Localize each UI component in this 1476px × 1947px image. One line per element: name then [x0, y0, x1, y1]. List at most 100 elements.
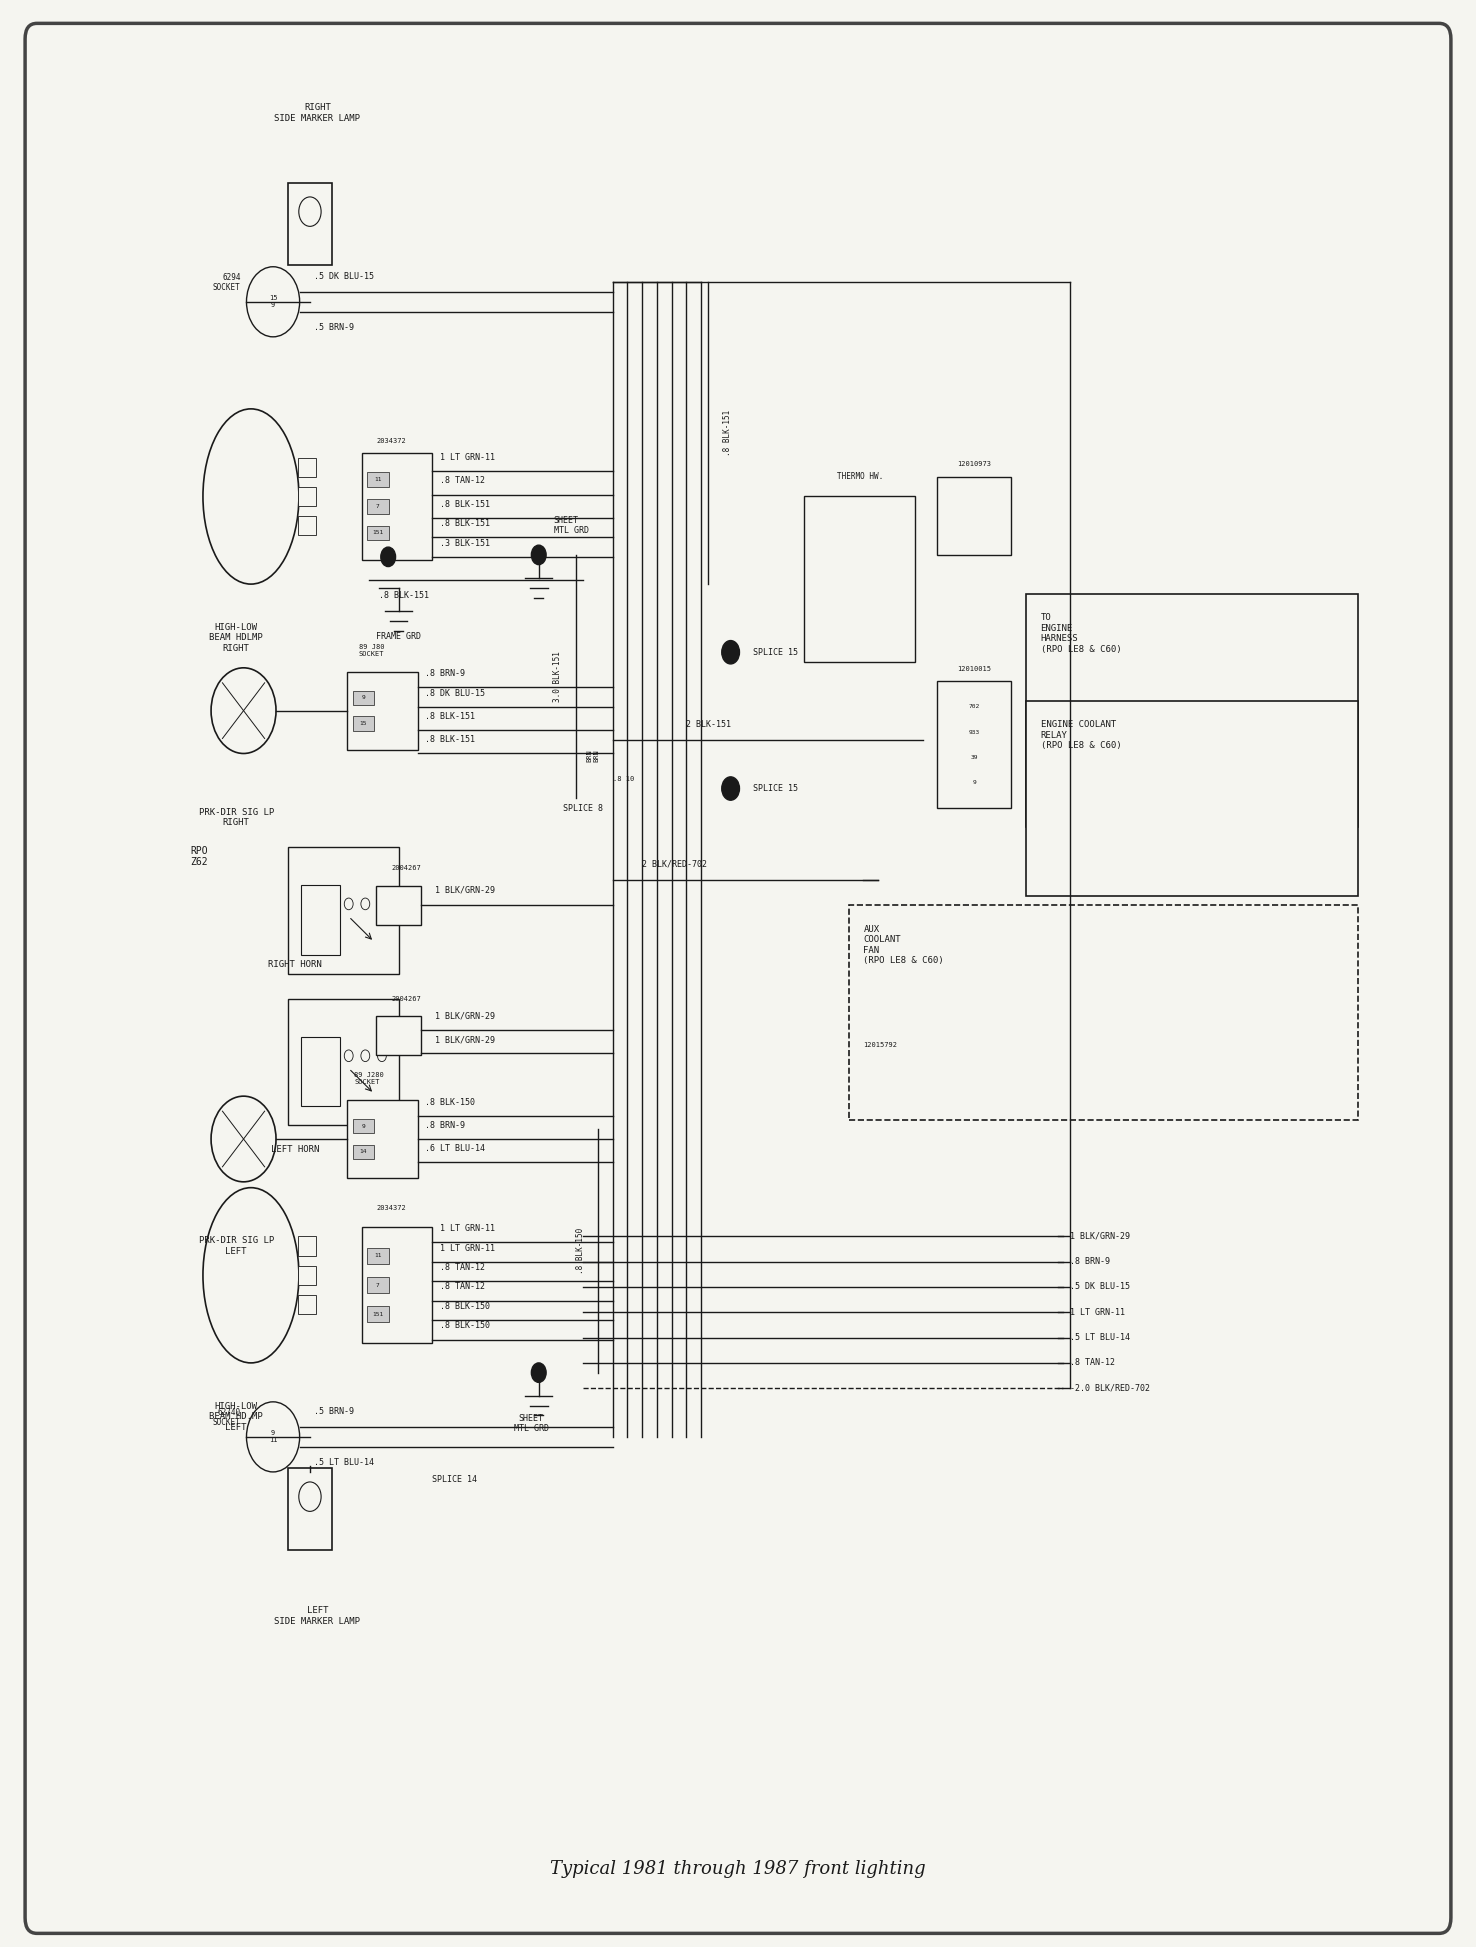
- Bar: [1026, 701, 1358, 896]
- Bar: [353, 1145, 373, 1158]
- Bar: [362, 1227, 432, 1343]
- Circle shape: [378, 1049, 387, 1061]
- Circle shape: [360, 1049, 369, 1061]
- Text: .8 BLK-150: .8 BLK-150: [576, 1229, 584, 1273]
- Text: RIGHT HORN: RIGHT HORN: [269, 960, 322, 970]
- Text: 1 BLK/GRN-29: 1 BLK/GRN-29: [435, 886, 496, 894]
- Circle shape: [211, 668, 276, 753]
- Bar: [368, 471, 388, 487]
- Text: 1 LT GRN-11: 1 LT GRN-11: [440, 454, 494, 461]
- Circle shape: [246, 267, 300, 337]
- Text: 9: 9: [362, 695, 365, 701]
- Text: .8 10: .8 10: [613, 775, 633, 783]
- Bar: [288, 999, 399, 1125]
- Text: .5 DK BLU-15: .5 DK BLU-15: [314, 273, 375, 280]
- Bar: [368, 1277, 388, 1293]
- Text: 1 LT GRN-11: 1 LT GRN-11: [440, 1225, 494, 1232]
- Circle shape: [378, 898, 387, 909]
- Text: 6294
SOCKET: 6294 SOCKET: [213, 273, 241, 292]
- Text: 7: 7: [376, 1283, 379, 1287]
- Bar: [362, 452, 432, 561]
- Text: .5 BRN-9: .5 BRN-9: [314, 1408, 354, 1415]
- Text: .8 TAN-12: .8 TAN-12: [440, 1283, 484, 1291]
- Text: 702: 702: [968, 705, 980, 709]
- Bar: [301, 1038, 339, 1106]
- Text: HIGH-LOW
BEAM HDLMP
RIGHT: HIGH-LOW BEAM HDLMP RIGHT: [210, 623, 263, 652]
- Text: HIGH-LOW
BEAM HD.MP
LEFT: HIGH-LOW BEAM HD.MP LEFT: [210, 1402, 263, 1431]
- Text: SPLICE 14: SPLICE 14: [432, 1476, 477, 1484]
- Text: 11: 11: [373, 477, 382, 483]
- Text: THERMO HW.: THERMO HW.: [837, 471, 883, 481]
- Text: 12015792: 12015792: [863, 1042, 897, 1047]
- Text: .8 BLK-151: .8 BLK-151: [723, 411, 732, 456]
- Text: 9: 9: [362, 1123, 365, 1129]
- Text: 1 LT GRN-11: 1 LT GRN-11: [1070, 1308, 1125, 1316]
- Text: 2 BLK-151: 2 BLK-151: [686, 720, 731, 728]
- Text: 2034372: 2034372: [376, 438, 406, 444]
- Text: LEFT
SIDE MARKER LAMP: LEFT SIDE MARKER LAMP: [275, 1606, 360, 1626]
- Text: 15: 15: [359, 720, 368, 726]
- Text: 12010973: 12010973: [956, 461, 992, 467]
- Bar: [298, 1295, 316, 1314]
- Text: PRK-DIR SIG LP
LEFT: PRK-DIR SIG LP LEFT: [199, 1236, 273, 1256]
- Bar: [347, 1100, 418, 1178]
- Text: SHEET
MTL GRD: SHEET MTL GRD: [514, 1414, 549, 1433]
- Bar: [353, 716, 373, 730]
- Text: 2004267: 2004267: [391, 864, 421, 872]
- Circle shape: [344, 898, 353, 909]
- Text: 15
9: 15 9: [269, 296, 277, 308]
- Text: SPLICE 15: SPLICE 15: [753, 785, 797, 792]
- Circle shape: [246, 1402, 300, 1472]
- Text: LEFT HORN: LEFT HORN: [272, 1145, 319, 1155]
- Text: .8 BLK-151: .8 BLK-151: [440, 500, 490, 508]
- Bar: [376, 1016, 421, 1055]
- Text: .5 LT BLU-14: .5 LT BLU-14: [1070, 1334, 1131, 1341]
- Text: .8 BLK-150: .8 BLK-150: [440, 1303, 490, 1310]
- Circle shape: [722, 777, 739, 800]
- Ellipse shape: [204, 409, 298, 584]
- Bar: [288, 183, 332, 265]
- Text: .8 BLK-150: .8 BLK-150: [425, 1098, 475, 1106]
- Circle shape: [360, 898, 369, 909]
- Text: SPLICE 8: SPLICE 8: [562, 804, 604, 812]
- Text: 151: 151: [372, 530, 384, 535]
- Circle shape: [531, 545, 546, 565]
- Text: 9: 9: [973, 781, 976, 785]
- Bar: [353, 1120, 373, 1133]
- Bar: [368, 526, 388, 541]
- Text: 1 LT GRN-11: 1 LT GRN-11: [440, 1244, 494, 1252]
- Circle shape: [211, 1096, 276, 1182]
- Bar: [1026, 594, 1358, 827]
- Text: .8 TAN-12: .8 TAN-12: [440, 1264, 484, 1271]
- Text: TO
ENGINE
HARNESS
(RPO LE8 & C60): TO ENGINE HARNESS (RPO LE8 & C60): [1041, 613, 1122, 654]
- Text: 12010015: 12010015: [956, 666, 992, 672]
- Text: .5 LT BLU-14: .5 LT BLU-14: [314, 1458, 375, 1466]
- Text: 89 J80
SOCKET: 89 J80 SOCKET: [359, 644, 384, 658]
- Circle shape: [531, 1363, 546, 1382]
- Text: ENGINE COOLANT
RELAY
(RPO LE8 & C60): ENGINE COOLANT RELAY (RPO LE8 & C60): [1041, 720, 1122, 750]
- Ellipse shape: [204, 1188, 298, 1363]
- Text: .8 TAN-12: .8 TAN-12: [1070, 1359, 1114, 1367]
- Text: FRAME GRD: FRAME GRD: [376, 633, 421, 641]
- Text: .8 DK BLU-15: .8 DK BLU-15: [425, 689, 486, 697]
- Text: 933: 933: [968, 730, 980, 734]
- Text: 62740
SOCKET: 62740 SOCKET: [213, 1408, 241, 1427]
- Text: SHEET
MTL GRD: SHEET MTL GRD: [554, 516, 589, 535]
- Text: .8 BLK-150: .8 BLK-150: [440, 1322, 490, 1330]
- Circle shape: [298, 1482, 322, 1511]
- Bar: [804, 496, 915, 662]
- Text: 2004267: 2004267: [391, 995, 421, 1003]
- Text: .8 BRN-9: .8 BRN-9: [1070, 1258, 1110, 1266]
- Text: .8 BLK-151: .8 BLK-151: [425, 713, 475, 720]
- Text: 11: 11: [373, 1254, 382, 1258]
- Text: 2 BLK/RED-702: 2 BLK/RED-702: [642, 861, 707, 868]
- Text: 9
11: 9 11: [269, 1431, 277, 1443]
- Text: Typical 1981 through 1987 front lighting: Typical 1981 through 1987 front lighting: [551, 1859, 925, 1879]
- Text: 39: 39: [970, 755, 979, 759]
- Text: .3 BLK-151: .3 BLK-151: [440, 539, 490, 547]
- Bar: [298, 1236, 316, 1256]
- Text: .8 BLK-151: .8 BLK-151: [425, 736, 475, 744]
- Bar: [368, 1306, 388, 1322]
- Text: .8 TAN-12: .8 TAN-12: [440, 477, 484, 485]
- Bar: [298, 1266, 316, 1285]
